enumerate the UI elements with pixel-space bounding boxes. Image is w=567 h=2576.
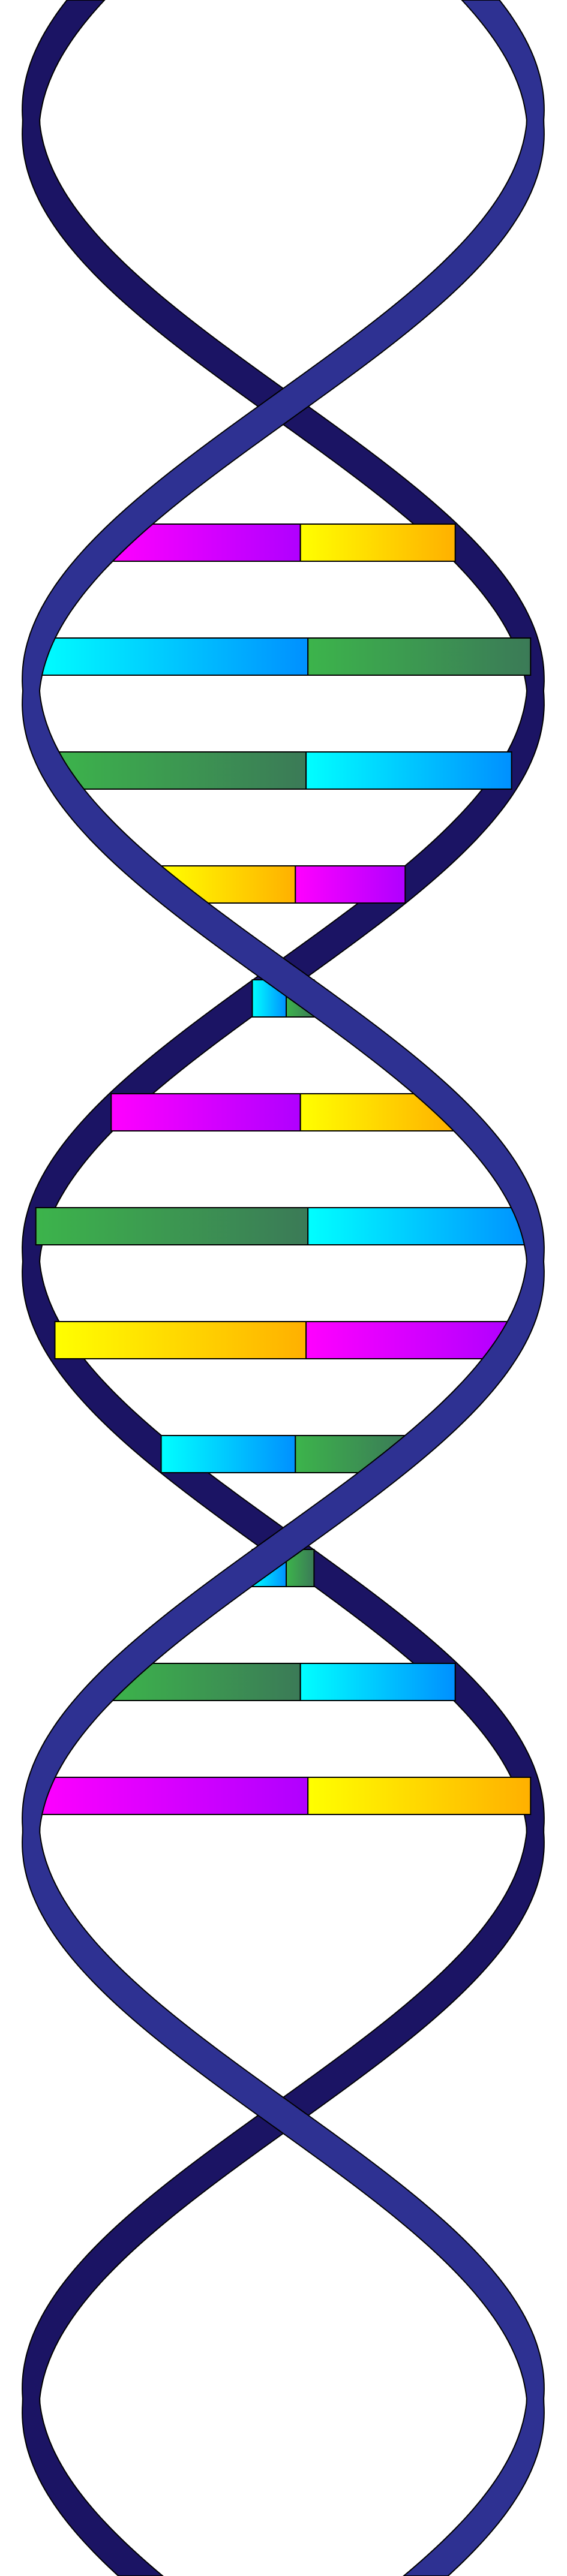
green-base bbox=[54, 751, 307, 790]
base-pair bbox=[110, 523, 456, 562]
cyan-base bbox=[305, 751, 512, 790]
green-base bbox=[307, 637, 532, 676]
magenta-base bbox=[35, 1777, 309, 1815]
base-pair bbox=[54, 751, 512, 790]
cyan-base bbox=[307, 1207, 532, 1245]
base-pair bbox=[160, 1435, 406, 1473]
green-base bbox=[35, 1207, 309, 1245]
base-pair bbox=[35, 637, 532, 676]
magenta-base bbox=[305, 1321, 512, 1359]
base-pair bbox=[110, 1093, 456, 1131]
yellow-base bbox=[299, 523, 456, 562]
base-pairs bbox=[35, 523, 532, 1815]
yellow-base bbox=[307, 1777, 532, 1815]
magenta-base bbox=[110, 1093, 301, 1131]
base-pair bbox=[110, 1663, 456, 1701]
cyan-base bbox=[35, 637, 309, 676]
base-pair bbox=[54, 1321, 512, 1359]
back-strand-ribbon bbox=[22, 0, 545, 2576]
cyan-base bbox=[160, 1435, 296, 1473]
front-strand bbox=[22, 0, 545, 2576]
base-pair bbox=[35, 1777, 532, 1815]
cyan-base bbox=[299, 1663, 456, 1701]
front-strand-ribbon bbox=[22, 0, 545, 2576]
magenta-base bbox=[295, 865, 406, 904]
back-strand bbox=[22, 0, 545, 2576]
base-pair bbox=[35, 1207, 532, 1245]
yellow-base bbox=[54, 1321, 307, 1359]
